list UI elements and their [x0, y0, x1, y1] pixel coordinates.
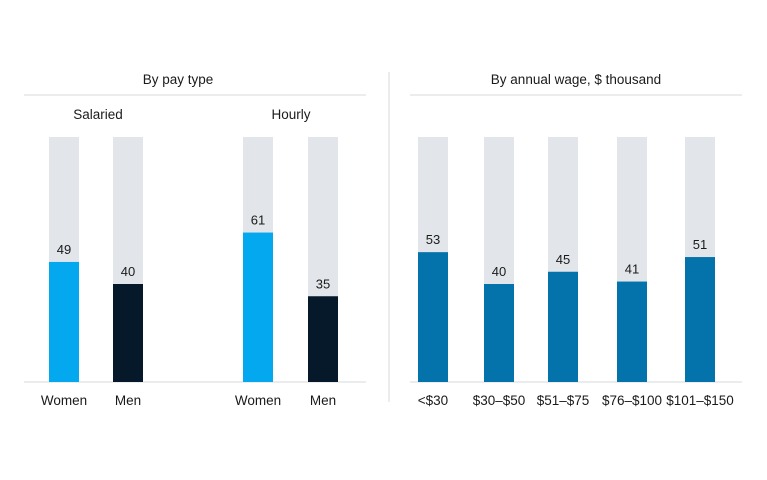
category-label-hourly-men: Men	[310, 393, 336, 408]
left-panel-title: By pay type	[143, 72, 214, 87]
bar-wage-3	[548, 271, 578, 382]
group-label-salaried: Salaried	[73, 107, 123, 122]
category-label-wage-1: <$30	[418, 393, 448, 408]
value-label-salaried-men: 40	[121, 264, 135, 279]
bar-wage-1	[418, 252, 448, 382]
category-label-wage-3: $51–$75	[537, 393, 590, 408]
value-label-hourly-men: 35	[316, 276, 330, 291]
bar-wage-5	[685, 257, 715, 382]
bar-salaried-women	[49, 261, 79, 382]
category-label-wage-2: $30–$50	[473, 393, 526, 408]
value-label-wage-1: 53	[426, 232, 440, 247]
category-label-wage-5: $101–$150	[666, 393, 734, 408]
category-label-salaried-women: Women	[41, 393, 87, 408]
value-label-wage-3: 45	[556, 252, 570, 267]
bar-hourly-women	[243, 232, 273, 382]
bars-layer: 49 Women 40 Men 61 Women 35 Men 53 <$30 40 $30–$50 4…	[41, 137, 734, 408]
value-label-wage-2: 40	[492, 264, 506, 279]
group-label-hourly: Hourly	[271, 107, 310, 122]
bar-wage-4	[617, 281, 647, 382]
right-panel-title: By annual wage, $ thousand	[491, 72, 661, 87]
bar-salaried-men	[113, 284, 143, 382]
value-label-wage-4: 41	[625, 262, 639, 277]
category-label-wage-4: $76–$100	[602, 393, 662, 408]
category-label-hourly-women: Women	[235, 393, 281, 408]
value-label-hourly-women: 61	[251, 213, 265, 228]
bar-wage-2	[484, 284, 514, 382]
bar-hourly-men	[308, 296, 338, 382]
category-label-salaried-men: Men	[115, 393, 141, 408]
value-label-salaried-women: 49	[57, 242, 71, 257]
value-label-wage-5: 51	[693, 237, 707, 252]
